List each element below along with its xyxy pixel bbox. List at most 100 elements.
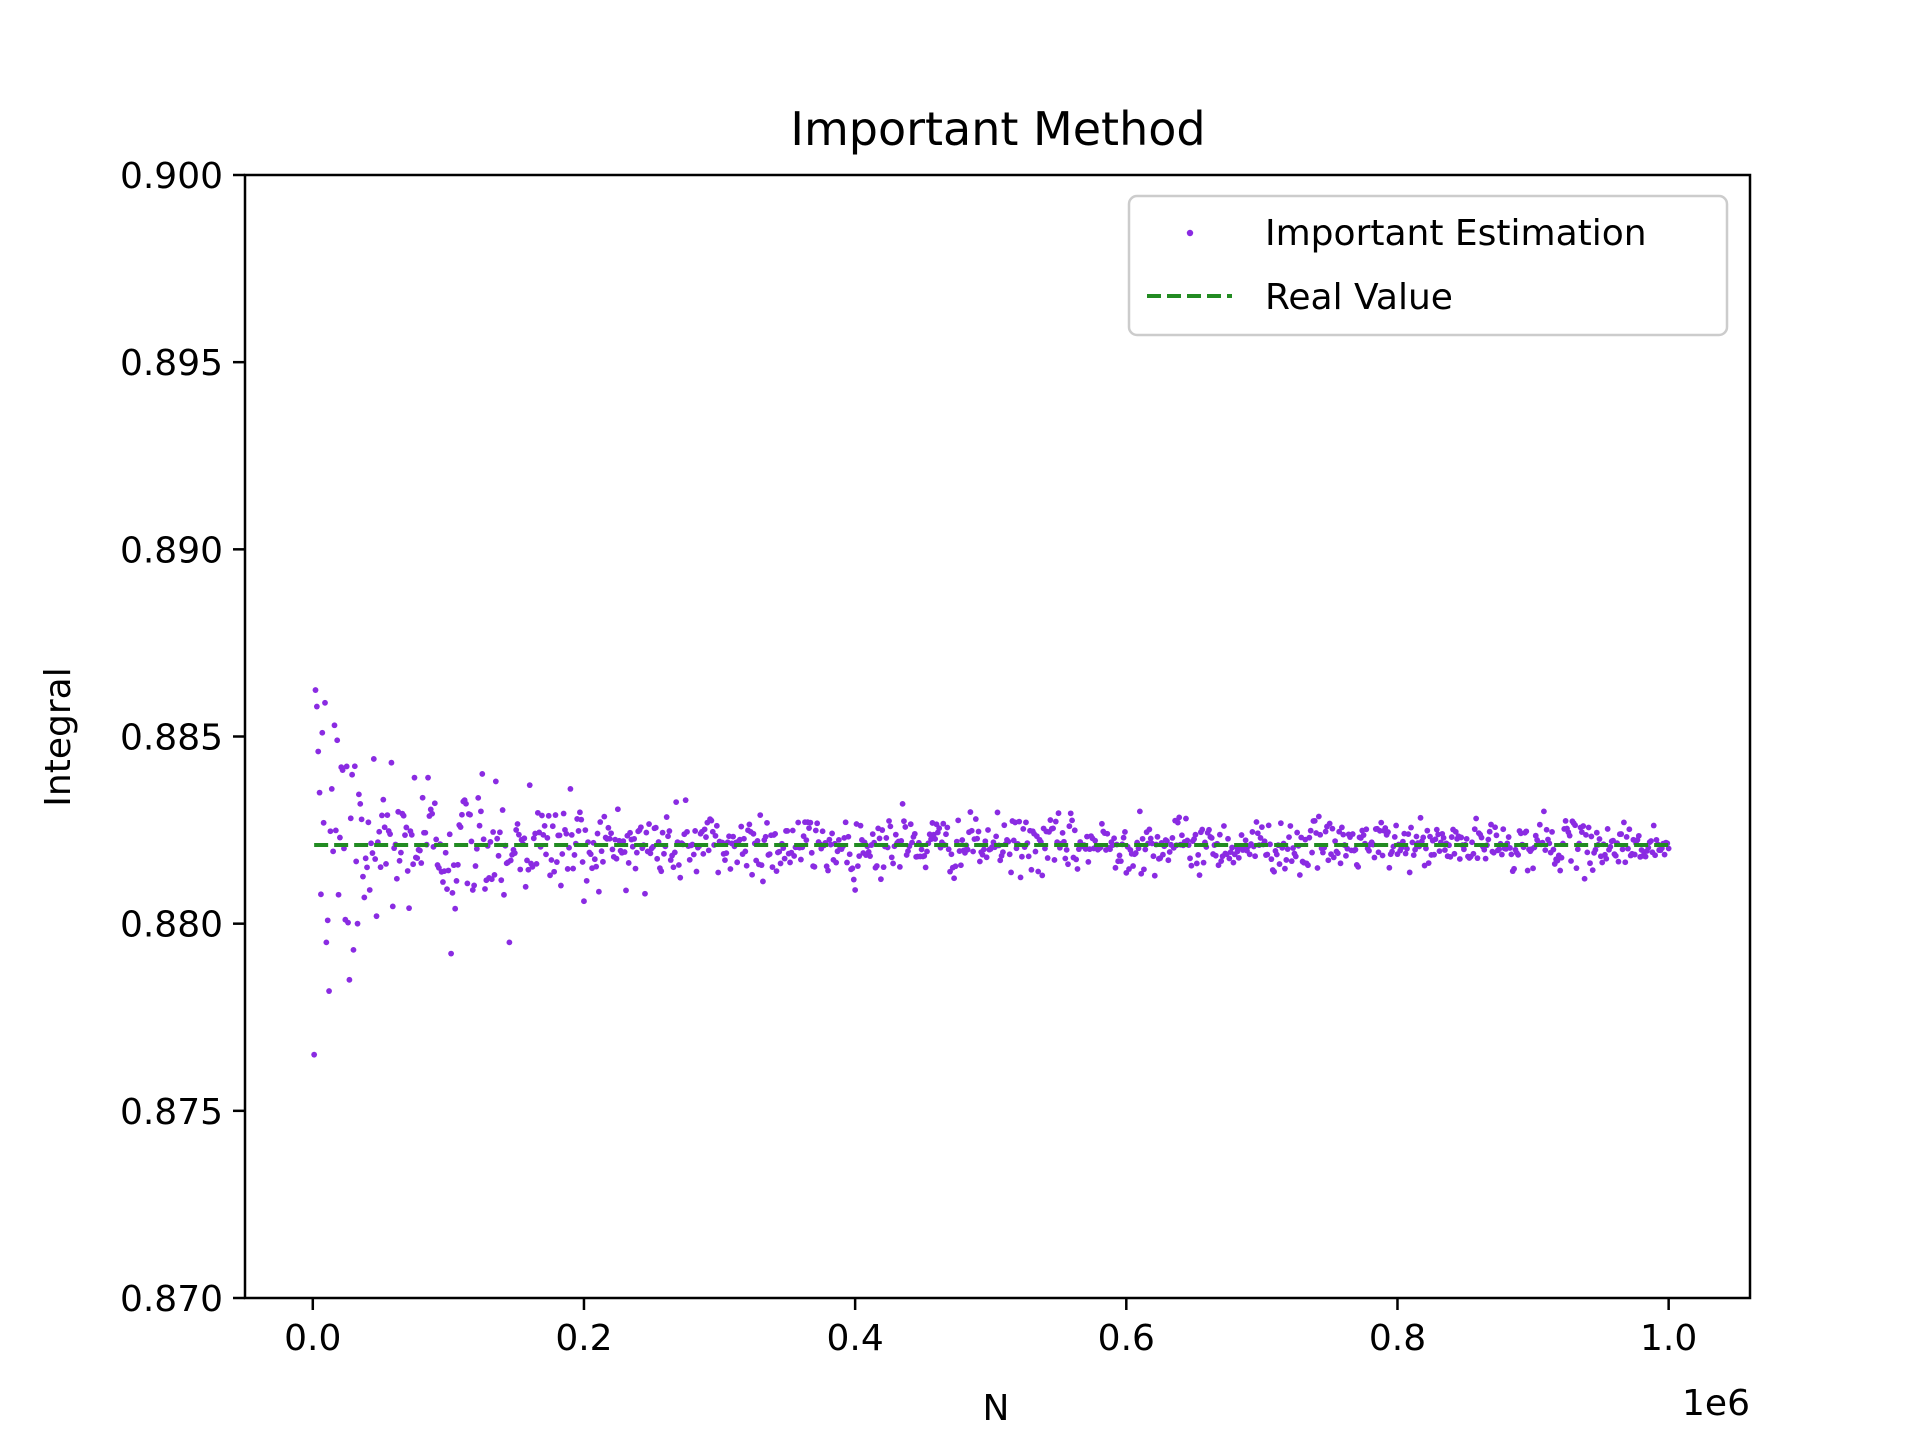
estimation-point — [326, 988, 332, 994]
estimation-point — [901, 818, 907, 825]
estimation-point — [471, 882, 478, 889]
estimation-point — [1139, 835, 1146, 842]
estimation-point — [1329, 825, 1336, 832]
estimation-point — [835, 837, 842, 843]
estimation-point — [1317, 831, 1324, 838]
x-tick-label: 0.8 — [1369, 1318, 1426, 1359]
estimation-point — [1599, 859, 1606, 866]
x-tick-label: 0.6 — [1098, 1318, 1155, 1359]
estimation-point — [1587, 860, 1593, 867]
estimation-point — [845, 833, 852, 840]
estimation-point — [1001, 822, 1008, 829]
estimation-point — [544, 834, 551, 841]
estimation-point — [1650, 822, 1657, 829]
estimation-point — [911, 830, 918, 837]
estimation-point — [1471, 826, 1478, 833]
estimation-point — [547, 872, 553, 879]
estimation-point — [932, 836, 939, 842]
estimation-point — [595, 888, 602, 895]
estimation-point — [549, 823, 556, 830]
estimation-point — [1493, 832, 1500, 839]
estimation-point — [643, 829, 650, 836]
estimation-point — [762, 833, 769, 840]
estimation-point — [1366, 847, 1372, 854]
estimation-point — [959, 837, 966, 843]
estimation-point — [713, 822, 720, 829]
estimation-point — [878, 876, 884, 883]
estimation-point — [351, 763, 358, 770]
estimation-point — [419, 794, 426, 801]
estimation-point — [705, 847, 712, 854]
estimation-point — [1386, 864, 1393, 871]
estimation-point — [1621, 819, 1627, 826]
estimation-point — [497, 829, 503, 836]
estimation-point — [791, 853, 798, 859]
estimation-point — [709, 828, 716, 835]
estimation-point — [444, 886, 450, 893]
estimation-point — [684, 828, 690, 835]
estimation-point — [701, 826, 708, 833]
estimation-point — [856, 853, 863, 859]
estimation-point — [389, 903, 396, 910]
estimation-point — [315, 748, 322, 755]
estimation-point — [563, 830, 570, 837]
estimation-point — [323, 939, 330, 946]
estimation-point — [357, 800, 364, 807]
estimation-point — [1402, 850, 1409, 857]
estimation-point — [1071, 827, 1078, 834]
estimation-point — [1541, 808, 1547, 815]
estimation-point — [380, 796, 387, 803]
estimation-point — [433, 836, 440, 843]
estimation-point — [1334, 850, 1341, 857]
y-tick-label: 0.870 — [120, 1279, 223, 1320]
estimation-point — [1126, 866, 1132, 872]
estimation-point — [1287, 823, 1294, 829]
estimation-point — [1410, 852, 1417, 859]
estimation-point — [1199, 826, 1206, 833]
estimation-point — [1315, 813, 1322, 820]
estimation-point — [1622, 859, 1629, 866]
estimation-point — [852, 887, 859, 893]
legend-marker-important-estimation — [1186, 229, 1194, 237]
estimation-point — [1485, 836, 1492, 843]
estimation-point — [1074, 866, 1081, 872]
estimation-point — [491, 871, 498, 878]
estimation-point — [1612, 852, 1619, 859]
estimation-point — [773, 868, 780, 874]
estimation-point — [909, 839, 915, 846]
estimation-point — [940, 820, 947, 827]
x-axis-label: N — [983, 1388, 1010, 1429]
estimation-point — [1648, 838, 1654, 844]
estimation-point — [1179, 832, 1185, 839]
estimation-point — [330, 848, 337, 855]
estimation-point — [594, 830, 601, 837]
estimation-point — [1107, 846, 1113, 853]
y-tick-label: 0.900 — [120, 156, 223, 197]
estimation-point — [1440, 834, 1447, 841]
estimation-point — [499, 807, 506, 813]
estimation-point — [1385, 829, 1391, 835]
estimation-point — [738, 823, 745, 830]
estimation-point — [579, 859, 586, 865]
estimation-point — [1515, 851, 1522, 858]
estimation-point — [1363, 826, 1370, 833]
estimation-point — [620, 838, 627, 845]
estimation-point — [312, 687, 319, 693]
y-tick-label: 0.885 — [120, 718, 223, 759]
estimation-point — [514, 821, 521, 827]
estimation-point — [1265, 822, 1272, 829]
estimation-point — [488, 876, 495, 883]
estimation-point — [781, 855, 788, 862]
estimation-point — [1413, 833, 1420, 840]
estimation-point — [798, 856, 804, 863]
estimation-point — [1047, 817, 1054, 823]
estimation-point — [320, 819, 327, 826]
estimation-point — [1492, 824, 1498, 831]
estimation-point — [609, 846, 616, 853]
estimation-point — [1174, 819, 1181, 826]
estimation-point — [1212, 852, 1219, 859]
estimation-point — [422, 829, 429, 836]
estimation-point — [1604, 826, 1611, 832]
estimation-point — [924, 848, 930, 855]
estimation-point — [400, 812, 407, 819]
